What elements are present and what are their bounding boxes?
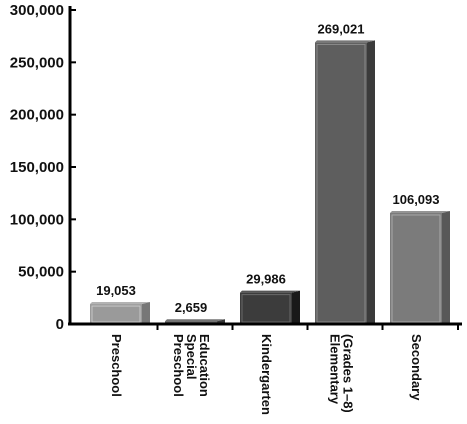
bar-front: [240, 292, 292, 324]
y-tick-label: 100,000: [10, 211, 64, 228]
x-tick-label: Special: [184, 334, 199, 380]
bar: [240, 290, 300, 324]
bar-top: [315, 40, 375, 43]
y-tick-label: 0: [56, 316, 64, 333]
bar-highlight: [316, 43, 366, 323]
labels-layer: 19,053 2,659 29,986 269,021 106,093 0 50,000 10…: [10, 2, 440, 415]
bar: [90, 302, 150, 324]
data-label: 269,021: [318, 21, 365, 36]
y-tick-label: 200,000: [10, 107, 64, 124]
bar-front: [90, 304, 142, 324]
bar-highlight: [91, 305, 141, 323]
x-tick-label: Preschool: [109, 334, 124, 397]
data-label: 19,053: [96, 283, 136, 298]
data-label: 2,659: [175, 300, 208, 315]
y-tick-label: 150,000: [10, 159, 64, 176]
x-tick-label: Elementary: [328, 334, 343, 405]
x-tick-label: (Grades 1–8): [341, 334, 356, 413]
x-tick-label: Secondary: [409, 334, 424, 401]
y-tick-label: 50,000: [18, 264, 64, 281]
data-label: 29,986: [246, 272, 286, 287]
bar-highlight: [241, 294, 291, 323]
y-tick-label: 250,000: [10, 54, 64, 71]
bar-front: [315, 42, 367, 325]
bar-top: [390, 210, 450, 213]
x-tick-label: Preschool: [171, 334, 186, 397]
bar-side: [292, 290, 300, 324]
bar-side: [367, 40, 375, 325]
bar-side: [442, 210, 450, 324]
axes-layer: [68, 6, 462, 330]
bars-layer: [90, 40, 450, 325]
bar-top: [165, 319, 225, 322]
bar-highlight: [391, 214, 441, 323]
bar-top: [240, 290, 300, 293]
bar: [315, 40, 375, 325]
bar-top: [90, 302, 150, 305]
bar-side: [142, 302, 150, 324]
y-tick-label: 300,000: [10, 2, 64, 19]
bar-front: [390, 212, 442, 324]
x-tick-label: Kindergarten: [259, 334, 274, 415]
data-label: 106,093: [393, 192, 440, 207]
x-tick-label: Education: [197, 334, 212, 397]
bar: [390, 210, 450, 324]
